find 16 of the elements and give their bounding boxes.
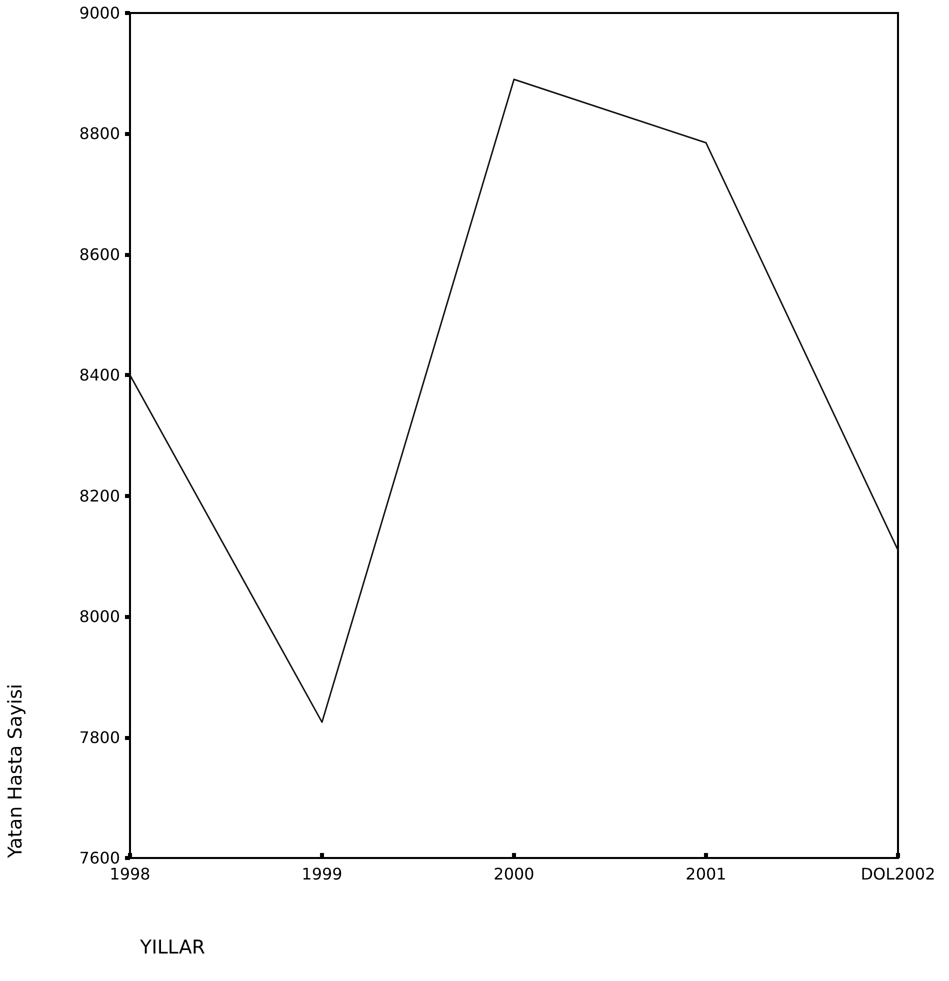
x-tick-label: 2001: [686, 864, 726, 884]
x-tick-label: DOL2002: [860, 864, 936, 884]
x-axis-title: YILLAR: [139, 936, 206, 958]
y-tick-label: 7800: [79, 728, 120, 747]
y-tick-label: 8200: [79, 486, 120, 506]
x-tick-label: 1999: [302, 864, 342, 884]
x-tick-label: 1998: [110, 864, 150, 884]
line-series: [129, 78, 899, 723]
y-tick-label: 8800: [79, 124, 120, 144]
x-tick-label: 2000: [494, 864, 534, 884]
y-tick-label: 8000: [79, 607, 120, 626]
y-tick-label: 8400: [79, 366, 120, 385]
y-tick-label: 8600: [79, 244, 120, 264]
y-tick-label: 7600: [79, 848, 120, 868]
y-tick-label: 9000: [79, 4, 120, 22]
y-axis-title: Yatan Hasta Sayisi: [4, 684, 26, 859]
